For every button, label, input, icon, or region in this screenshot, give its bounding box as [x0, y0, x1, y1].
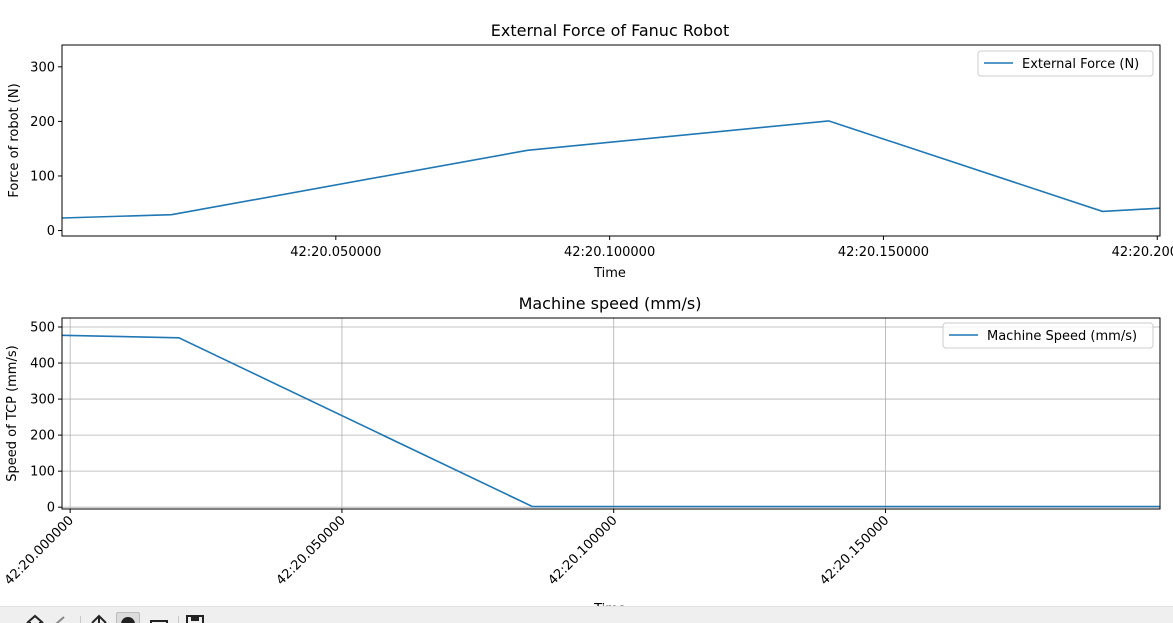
figure: External Force of Fanuc Robot 0 100 200 300…	[2, 21, 1173, 606]
x-tick-label: 42:20.000000	[2, 513, 77, 588]
chart-title: External Force of Fanuc Robot	[491, 21, 729, 40]
toolbar-separator	[80, 616, 81, 623]
subplot-machine-speed: Machine speed (mm/s) 0 100 200 300 400 500 42:…	[2, 294, 1161, 606]
y-tick-label: 400	[30, 357, 55, 372]
legend: External Force (N)	[977, 50, 1154, 77]
x-tick-label: 42:20.050000	[274, 513, 349, 588]
legend-box	[942, 322, 1154, 349]
legend-box	[977, 50, 1154, 77]
figure-toolbar	[0, 606, 1173, 623]
save-icon[interactable]	[184, 613, 206, 623]
x-axis-label: Time	[593, 602, 626, 606]
chart-title: Machine speed (mm/s)	[519, 294, 702, 313]
forward-icon[interactable]	[88, 613, 110, 623]
y-tick-label: 200	[30, 115, 55, 130]
y-axis-label: Force of robot (N)	[7, 83, 22, 197]
x-tick-label: 42:20.100000	[564, 245, 655, 260]
y-tick-label: 300	[30, 60, 55, 75]
home-icon[interactable]	[24, 613, 46, 623]
subplot-external-force: External Force of Fanuc Robot 0 100 200 300…	[7, 21, 1173, 281]
legend-label: Machine Speed (mm/s)	[987, 329, 1137, 344]
y-tick-label: 0	[47, 224, 55, 239]
x-tick-label: 42:20.150000	[838, 245, 929, 260]
plot-frame	[61, 317, 1161, 510]
x-tick-label: 42:20.150000	[817, 513, 892, 588]
x-tick-label: 42:20.200000	[1112, 245, 1173, 260]
x-tick-label: 42:20.050000	[290, 245, 381, 260]
toolbar-separator	[178, 616, 179, 623]
series-line-external-force	[61, 120, 1161, 219]
x-tick-label: 42:20.100000	[545, 513, 620, 588]
back-icon[interactable]	[50, 613, 72, 623]
legend-label: External Force (N)	[1022, 57, 1139, 72]
legend: Machine Speed (mm/s)	[942, 322, 1154, 349]
y-tick-label: 200	[30, 429, 55, 444]
y-tick-label: 500	[30, 321, 55, 336]
pan-icon[interactable]	[116, 612, 140, 623]
series-line-machine-speed	[61, 334, 1160, 508]
zoom-icon[interactable]	[148, 613, 170, 623]
plot-frame	[61, 44, 1161, 237]
y-tick-label: 0	[47, 501, 55, 516]
y-tick-label: 100	[30, 169, 55, 184]
y-axis-label: Speed of TCP (mm/s)	[5, 345, 20, 481]
x-axis-label: Time	[593, 266, 626, 281]
y-tick-label: 300	[30, 393, 55, 408]
y-tick-label: 100	[30, 465, 55, 480]
